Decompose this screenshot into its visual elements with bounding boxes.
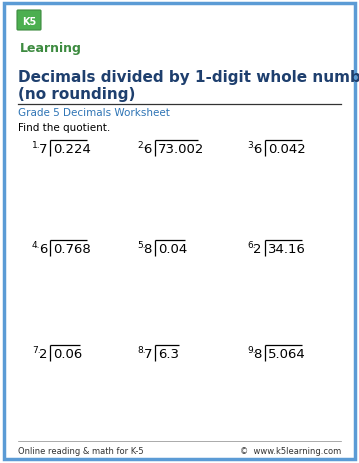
Text: 9.: 9.	[247, 345, 256, 354]
Text: 7: 7	[144, 347, 152, 360]
Text: 0.04: 0.04	[158, 243, 187, 256]
Text: Learning: Learning	[20, 42, 82, 55]
Text: (no rounding): (no rounding)	[18, 87, 135, 102]
Text: 6.3: 6.3	[158, 347, 179, 360]
Text: 2.: 2.	[137, 141, 145, 150]
Text: 34.16: 34.16	[268, 243, 306, 256]
Text: 6.: 6.	[247, 240, 256, 250]
Text: 8: 8	[253, 347, 262, 360]
Text: K5: K5	[22, 17, 36, 27]
Text: 73.002: 73.002	[158, 143, 204, 156]
Text: 5.: 5.	[137, 240, 146, 250]
FancyBboxPatch shape	[17, 11, 41, 31]
Text: 4.: 4.	[32, 240, 41, 250]
Text: 6: 6	[39, 243, 47, 256]
Text: 1.: 1.	[32, 141, 41, 150]
Text: 8: 8	[144, 243, 152, 256]
Text: Find the quotient.: Find the quotient.	[18, 123, 110, 133]
Text: 0.768: 0.768	[53, 243, 91, 256]
Text: 3.: 3.	[247, 141, 256, 150]
Text: 0.224: 0.224	[53, 143, 91, 156]
Text: 6: 6	[253, 143, 262, 156]
Text: 2: 2	[38, 347, 47, 360]
Text: Online reading & math for K-5: Online reading & math for K-5	[18, 446, 144, 455]
Text: ©  www.k5learning.com: © www.k5learning.com	[240, 446, 341, 455]
Text: 8.: 8.	[137, 345, 146, 354]
Text: 5.064: 5.064	[268, 347, 306, 360]
Text: 2: 2	[253, 243, 262, 256]
Text: 7.: 7.	[32, 345, 41, 354]
Text: 0.06: 0.06	[53, 347, 82, 360]
Text: 6: 6	[144, 143, 152, 156]
Text: Decimals divided by 1-digit whole numbers: Decimals divided by 1-digit whole number…	[18, 70, 359, 85]
Text: Grade 5 Decimals Worksheet: Grade 5 Decimals Worksheet	[18, 108, 170, 118]
Text: 7: 7	[38, 143, 47, 156]
Text: 0.042: 0.042	[268, 143, 306, 156]
